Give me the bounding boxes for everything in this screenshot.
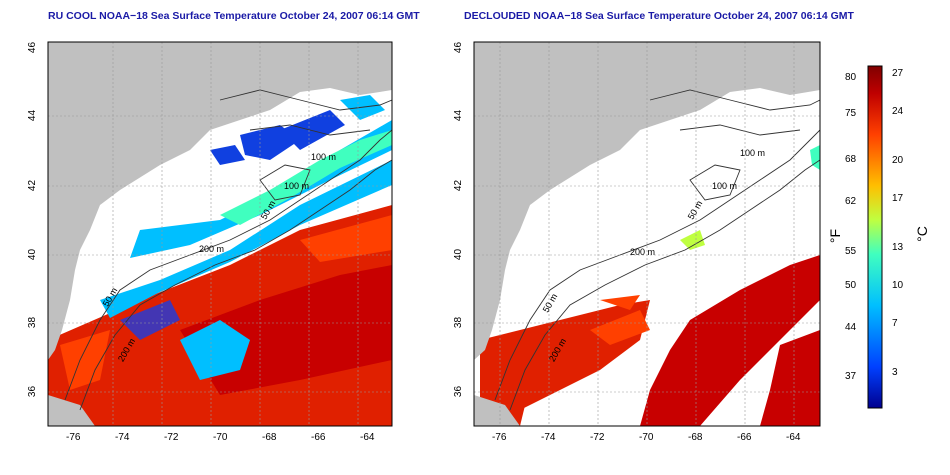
contour-label-200m-right: 200 m xyxy=(630,247,656,257)
lat-tick: 40 xyxy=(27,248,39,261)
colorbar-c-tick: 17 xyxy=(892,193,904,204)
lon-tick: -64 xyxy=(360,432,375,443)
left-sst-map xyxy=(48,42,392,426)
colorbar-f-tick: 68 xyxy=(845,154,857,165)
left-map-frame xyxy=(47,41,393,427)
colorbar-f-tick: 62 xyxy=(845,196,857,207)
lat-tick: 42 xyxy=(27,179,39,192)
contour-label-100m-left: 100 m xyxy=(311,152,337,162)
contour-label-200m-left: 200 m xyxy=(199,244,225,254)
lat-tick: 44 xyxy=(453,109,465,122)
colorbar-c-tick: 7 xyxy=(892,318,898,329)
lon-tick: -66 xyxy=(311,432,326,443)
lat-tick: 40 xyxy=(453,248,465,261)
colorbar-c-tick: 10 xyxy=(892,280,904,291)
lat-tick: 38 xyxy=(27,316,39,329)
colorbar-c-tick: 3 xyxy=(892,367,898,378)
colorbar-f-tick: 55 xyxy=(845,246,857,257)
lon-tick: -76 xyxy=(492,432,507,443)
lon-tick: -64 xyxy=(786,432,801,443)
lon-tick: -68 xyxy=(262,432,277,443)
left-panel-title: RU COOL NOAA−18 Sea Surface Temperature … xyxy=(48,10,420,22)
colorbar-c-tick: 27 xyxy=(892,68,904,79)
lon-tick: -72 xyxy=(164,432,179,443)
lon-tick: -72 xyxy=(590,432,605,443)
right-panel-title: DECLOUDED NOAA−18 Sea Surface Temperatur… xyxy=(464,10,854,22)
contour-label-100m-left-2: 100 m xyxy=(284,181,310,191)
colorbar-unit-celsius: °C xyxy=(913,226,930,242)
lat-tick: 38 xyxy=(453,316,465,329)
colorbar-f-tick: 75 xyxy=(845,108,857,119)
lat-tick: 36 xyxy=(453,385,465,398)
lon-tick: -74 xyxy=(115,432,130,443)
contour-label-100m-right: 100 m xyxy=(740,148,766,158)
lon-tick: -70 xyxy=(639,432,654,443)
lon-tick: -74 xyxy=(541,432,556,443)
lon-tick: -76 xyxy=(66,432,81,443)
colorbar-c-tick: 20 xyxy=(892,155,904,166)
colorbar-c-tick: 13 xyxy=(892,242,904,253)
lat-tick: 42 xyxy=(453,179,465,192)
lat-tick: 44 xyxy=(27,109,39,122)
colorbar-f-tick: 50 xyxy=(845,280,857,291)
contour-label-100m-right-2: 100 m xyxy=(712,181,738,191)
right-map-frame xyxy=(473,41,821,427)
colorbar-f-tick: 37 xyxy=(845,371,857,382)
lat-tick: 46 xyxy=(27,41,39,54)
lat-tick: 36 xyxy=(27,385,39,398)
colorbar-c-tick: 24 xyxy=(892,106,904,117)
lon-tick: -70 xyxy=(213,432,228,443)
colorbar xyxy=(867,65,883,409)
colorbar-unit-fahrenheit: °F xyxy=(827,228,844,244)
lat-tick: 46 xyxy=(453,41,465,54)
colorbar-f-tick: 80 xyxy=(845,72,857,83)
colorbar-f-tick: 44 xyxy=(845,322,857,333)
lon-tick: -68 xyxy=(688,432,703,443)
lon-tick: -66 xyxy=(737,432,752,443)
right-sst-map xyxy=(474,42,820,426)
